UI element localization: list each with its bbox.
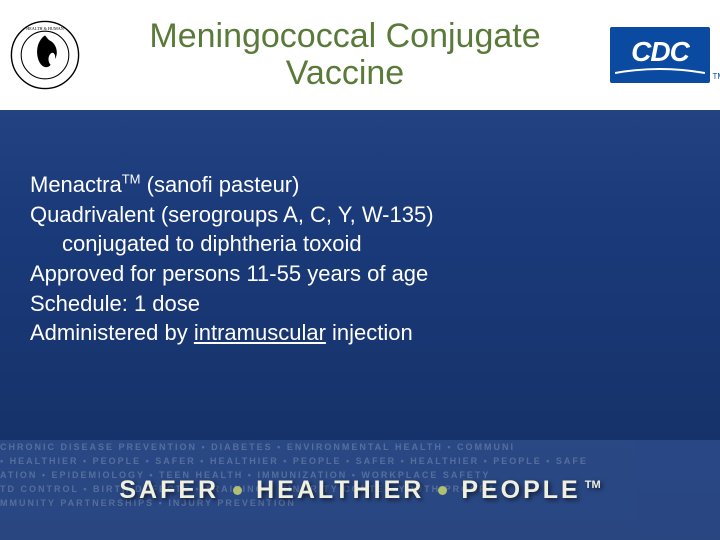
cdc-tm: TM xyxy=(712,72,720,81)
admin-pre: Administered by xyxy=(30,320,194,345)
manufacturer: (sanofi pasteur) xyxy=(141,172,300,197)
title-line-2: Vaccine xyxy=(286,54,404,92)
product-name: Menactra xyxy=(30,172,122,197)
cdc-swoosh-icon xyxy=(615,68,705,74)
cdc-logo: CDC TM xyxy=(610,27,710,83)
admin-post: injection xyxy=(326,320,413,345)
footer-tagline: SAFER HEALTHIER PEOPLE TM xyxy=(0,440,720,540)
svg-text:HEALTH & HUMAN: HEALTH & HUMAN xyxy=(26,26,64,31)
body-line-5: Administered by intramuscular injection xyxy=(30,318,680,348)
footer-word-safer: SAFER xyxy=(119,476,219,505)
body-content: MenactraTM (sanofi pasteur) Quadrivalent… xyxy=(30,170,680,348)
footer: CHRONIC DISEASE PREVENTION • DIABETES • … xyxy=(0,440,720,540)
bullet-icon xyxy=(233,486,242,495)
slide: HEALTH & HUMAN Meningococcal Conjugate V… xyxy=(0,0,720,540)
bullet-icon xyxy=(438,486,447,495)
slide-title: Meningococcal Conjugate Vaccine xyxy=(80,18,610,93)
body-line-2: Quadrivalent (serogroups A, C, Y, W-135) xyxy=(30,200,680,230)
footer-word-people: PEOPLE TM xyxy=(461,476,600,505)
trademark-superscript: TM xyxy=(122,172,141,187)
body-line-2-indent: conjugated to diphtheria toxoid xyxy=(30,229,680,259)
header-bar: HEALTH & HUMAN Meningococcal Conjugate V… xyxy=(0,0,720,110)
footer-tm: TM xyxy=(585,479,601,491)
body-line-1: MenactraTM (sanofi pasteur) xyxy=(30,170,680,200)
body-line-4: Schedule: 1 dose xyxy=(30,289,680,319)
body-line-3: Approved for persons 11-55 years of age xyxy=(30,259,680,289)
footer-people-text: PEOPLE xyxy=(461,476,580,504)
cdc-logo-text: CDC xyxy=(631,36,689,68)
admin-route: intramuscular xyxy=(194,320,326,345)
title-line-1: Meningococcal Conjugate xyxy=(149,17,540,55)
footer-word-healthier: HEALTHIER xyxy=(256,476,424,505)
hhs-seal-logo: HEALTH & HUMAN xyxy=(10,20,80,90)
